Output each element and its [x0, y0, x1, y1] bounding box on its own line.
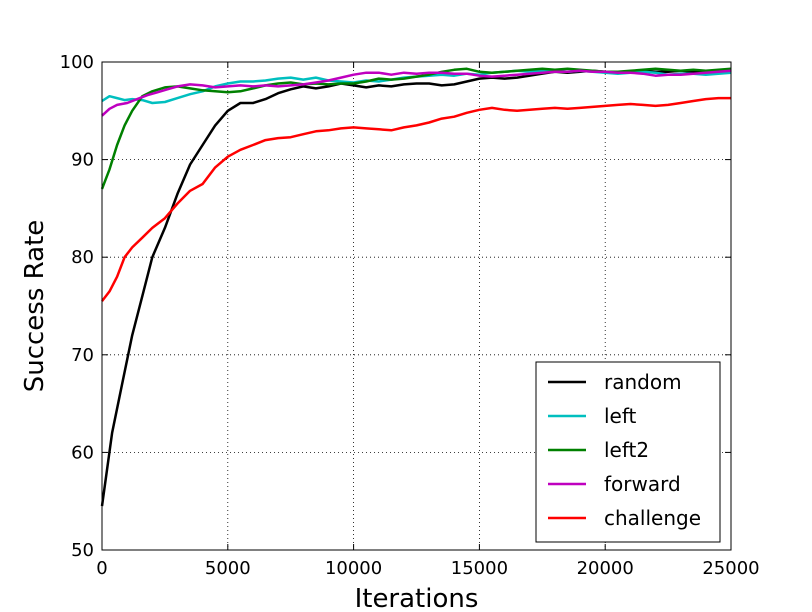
legend-label-random: random: [604, 370, 682, 394]
series-line-forward: [101, 69, 732, 117]
series-lines: [100, 67, 732, 507]
legend-label-challenge: challenge: [604, 506, 701, 530]
y-tick-label: 80: [71, 247, 94, 268]
legend-box: [535, 361, 721, 543]
y-tick-label: 50: [71, 540, 94, 561]
series-line-challenge: [101, 96, 731, 302]
y-tick-label: 90: [71, 150, 94, 171]
legend-label-forward: forward: [604, 472, 681, 496]
x-tick-label: 10000: [325, 558, 382, 579]
grid-lines: [102, 62, 731, 550]
x-tick-label: 20000: [577, 558, 634, 579]
y-axis-title: Success Rate: [20, 220, 50, 393]
legend: random left left2 forward challenge: [535, 361, 721, 543]
tick-labels: 0 5000 10000 15000 20000 25000 50 60 70 80 90 100: [60, 52, 760, 579]
y-tick-label: 70: [71, 345, 94, 366]
x-tick-label: 25000: [702, 558, 759, 579]
x-tick-label: 0: [96, 558, 107, 579]
axis-ticks: [101, 61, 732, 551]
x-tick-label: 15000: [451, 558, 508, 579]
x-tick-label: 5000: [205, 558, 251, 579]
y-tick-label: 60: [71, 442, 94, 463]
plot-area-frame: [101, 61, 732, 551]
x-axis-title: Iterations: [355, 584, 479, 612]
legend-label-left: left: [604, 404, 637, 428]
y-tick-label: 100: [60, 52, 94, 73]
legend-label-left2: left2: [604, 438, 649, 462]
